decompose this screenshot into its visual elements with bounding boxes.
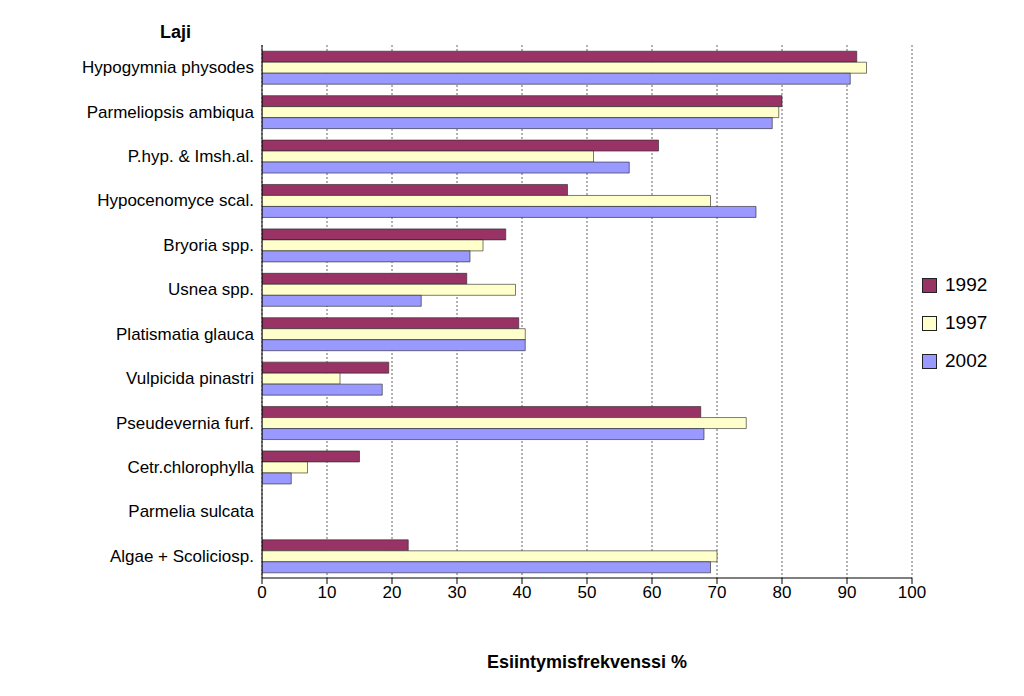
svg-text:Bryoria spp.: Bryoria spp. bbox=[163, 236, 254, 255]
html-text:2002: 2002 bbox=[945, 350, 988, 371]
svg-text:70: 70 bbox=[708, 583, 727, 602]
html-text:1997: 1997 bbox=[945, 312, 988, 333]
svg-text:0: 0 bbox=[257, 583, 266, 602]
svg-text:Cetr.chlorophylla: Cetr.chlorophylla bbox=[127, 458, 254, 477]
svg-text:Esiintymisfrekvenssi %: Esiintymisfrekvenssi % bbox=[487, 652, 687, 672]
svg-text:Hypogymnia physodes: Hypogymnia physodes bbox=[82, 58, 254, 77]
svg-text:Algae + Scoliciosp.: Algae + Scoliciosp. bbox=[110, 547, 254, 566]
svg-text:100: 100 bbox=[898, 583, 926, 602]
svg-text:Usnea spp.: Usnea spp. bbox=[168, 280, 254, 299]
svg-text:80: 80 bbox=[773, 583, 792, 602]
svg-text:20: 20 bbox=[383, 583, 402, 602]
svg-text:Parmelia sulcata: Parmelia sulcata bbox=[128, 502, 254, 521]
svg-text:Platismatia glauca: Platismatia glauca bbox=[116, 325, 255, 344]
svg-text:Pseudevernia furf.: Pseudevernia furf. bbox=[116, 414, 254, 433]
svg-text:Parmeliopsis ambiqua: Parmeliopsis ambiqua bbox=[87, 103, 255, 122]
svg-text:60: 60 bbox=[643, 583, 662, 602]
html-text:1992: 1992 bbox=[945, 274, 988, 295]
html-text:Laji: Laji bbox=[160, 22, 191, 42]
svg-text:50: 50 bbox=[578, 583, 597, 602]
svg-text:P.hyp. & Imsh.al.: P.hyp. & Imsh.al. bbox=[128, 147, 254, 166]
svg-text:Hypocenomyce scal.: Hypocenomyce scal. bbox=[97, 191, 254, 210]
svg-text:10: 10 bbox=[318, 583, 337, 602]
svg-text:40: 40 bbox=[513, 583, 532, 602]
svg-text:30: 30 bbox=[448, 583, 467, 602]
svg-text:90: 90 bbox=[838, 583, 857, 602]
svg-text:Vulpicida pinastri: Vulpicida pinastri bbox=[126, 369, 254, 388]
